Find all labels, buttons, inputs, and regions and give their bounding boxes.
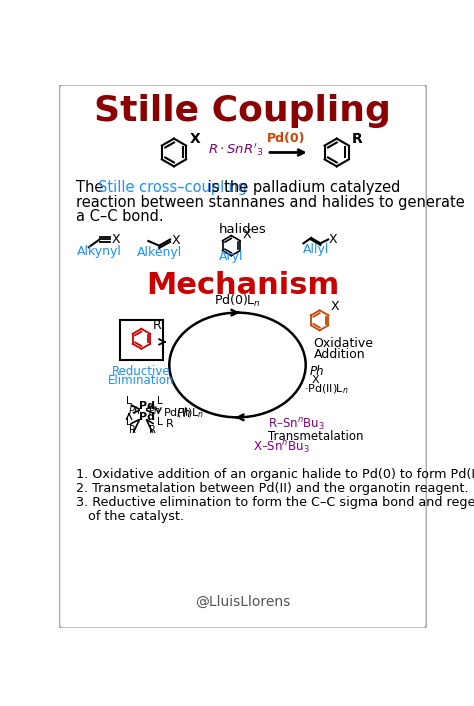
Text: Alkynyl: Alkynyl bbox=[77, 245, 122, 258]
Text: ·Pd(II)L$_n$: ·Pd(II)L$_n$ bbox=[304, 383, 349, 397]
Text: Transmetalation: Transmetalation bbox=[268, 430, 364, 443]
Text: halides: halides bbox=[219, 223, 267, 236]
Text: Oxidative: Oxidative bbox=[313, 337, 374, 350]
Text: R: R bbox=[129, 425, 136, 435]
Text: Stille Coupling: Stille Coupling bbox=[94, 94, 392, 128]
Text: Stille cross–coupling: Stille cross–coupling bbox=[98, 180, 247, 195]
Text: Ph: Ph bbox=[310, 365, 324, 378]
Text: 2. Transmetalation between Pd(II) and the organotin reagent.: 2. Transmetalation between Pd(II) and th… bbox=[76, 482, 469, 495]
FancyBboxPatch shape bbox=[120, 321, 163, 360]
Text: X: X bbox=[172, 234, 180, 247]
Text: Ph: Ph bbox=[177, 407, 191, 420]
Text: Pd: Pd bbox=[139, 412, 155, 422]
Text: R: R bbox=[149, 425, 156, 435]
Text: Pd(0)L$_n$: Pd(0)L$_n$ bbox=[214, 293, 261, 309]
Text: X: X bbox=[190, 131, 200, 145]
FancyBboxPatch shape bbox=[59, 85, 427, 628]
Text: Pd(II)L$_n$: Pd(II)L$_n$ bbox=[163, 407, 204, 420]
Text: X: X bbox=[329, 233, 337, 246]
Text: $R\cdot SnR'_3$: $R\cdot SnR'_3$ bbox=[208, 141, 264, 157]
Text: L: L bbox=[157, 417, 163, 427]
Text: Ph: Ph bbox=[129, 405, 141, 416]
Text: R: R bbox=[165, 419, 173, 429]
Text: L: L bbox=[126, 417, 132, 427]
Text: Pd: Pd bbox=[139, 401, 155, 411]
Text: L: L bbox=[157, 395, 163, 405]
Text: X–Sn$^n$Bu$_3$: X–Sn$^n$Bu$_3$ bbox=[253, 440, 310, 456]
Text: R–Sn$^n$Bu$_3$: R–Sn$^n$Bu$_3$ bbox=[268, 417, 325, 433]
Text: X: X bbox=[242, 228, 251, 241]
Text: Allyl: Allyl bbox=[302, 244, 329, 256]
Text: Mechanism: Mechanism bbox=[146, 271, 339, 300]
Text: Addition: Addition bbox=[313, 348, 365, 361]
Text: Elimination: Elimination bbox=[108, 374, 174, 387]
Text: R: R bbox=[153, 319, 162, 332]
Text: Reductive: Reductive bbox=[112, 365, 171, 378]
Text: Aryl: Aryl bbox=[219, 251, 244, 263]
Text: 3. Reductive elimination to form the C–C sigma bond and regeneration: 3. Reductive elimination to form the C–C… bbox=[76, 496, 474, 509]
Text: X: X bbox=[312, 376, 319, 385]
Text: Ph: Ph bbox=[149, 405, 161, 416]
Text: X: X bbox=[112, 233, 120, 246]
Text: The: The bbox=[76, 180, 108, 195]
Text: R: R bbox=[352, 131, 363, 145]
Text: reaction between stannanes and halides to generate: reaction between stannanes and halides t… bbox=[76, 195, 465, 210]
Text: @LluisLlorens: @LluisLlorens bbox=[195, 594, 291, 609]
Text: X: X bbox=[330, 299, 339, 313]
Text: Alkenyl: Alkenyl bbox=[137, 246, 182, 259]
Text: L: L bbox=[126, 395, 132, 405]
Text: Pd(0): Pd(0) bbox=[267, 132, 306, 145]
Text: 1. Oxidative addition of an organic halide to Pd(0) to form Pd(II).: 1. Oxidative addition of an organic hali… bbox=[76, 468, 474, 481]
Text: a C–C bond.: a C–C bond. bbox=[76, 210, 164, 225]
Text: is the palladium catalyzed: is the palladium catalyzed bbox=[202, 180, 400, 195]
Text: of the catalyst.: of the catalyst. bbox=[76, 510, 184, 522]
